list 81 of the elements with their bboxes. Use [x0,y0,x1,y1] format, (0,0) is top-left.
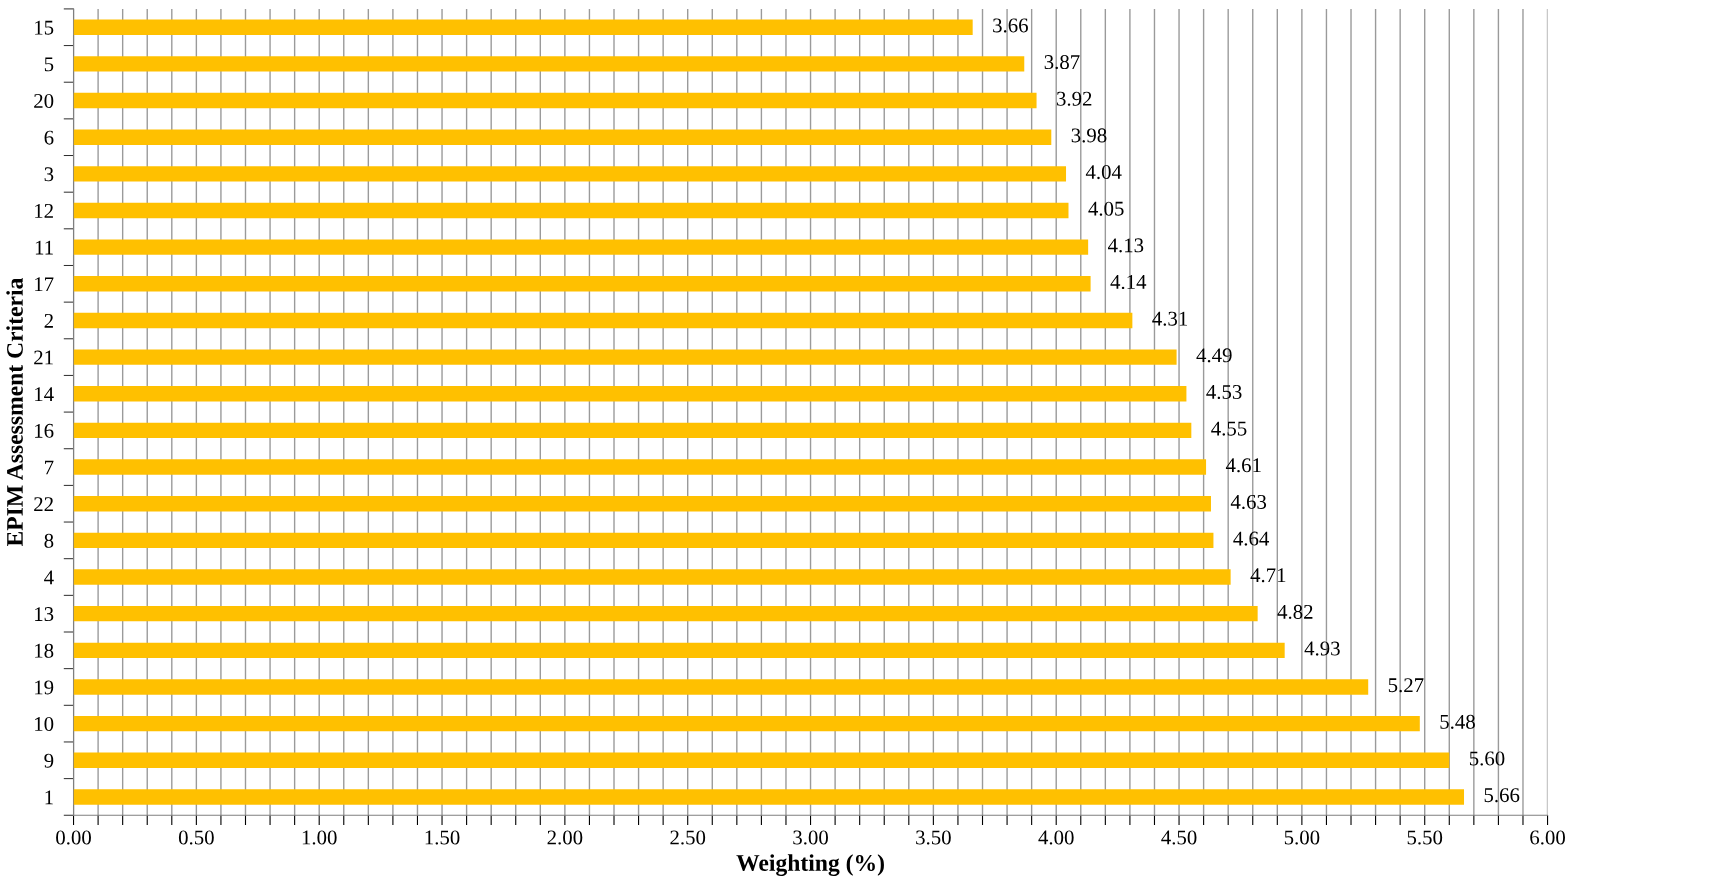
bar [73,532,1214,549]
y-tick-label: 13 [35,607,54,622]
data-label: 4.82 [1277,604,1313,619]
x-tick-label: 2.50 [670,830,706,845]
data-label: 3.98 [1071,128,1107,143]
y-tick-label: 5 [44,57,54,72]
y-tick-label: 16 [35,423,54,438]
bar [73,422,1192,439]
y-tick-label: 3 [44,167,54,182]
data-label: 4.31 [1152,311,1188,326]
bar [73,569,1231,585]
bar [73,19,973,35]
x-tick-label: 0.00 [56,830,91,845]
data-label: 5.60 [1469,751,1505,766]
y-tick-label: 21 [34,350,53,365]
x-tick-label: 1.50 [425,830,460,845]
data-label: 4.53 [1206,384,1242,400]
x-tick-label: 3.50 [916,830,951,845]
bar [73,605,1258,622]
bar [73,386,1187,402]
x-tick-label: 3.00 [793,830,828,845]
y-tick-label: 22 [34,497,53,511]
y-tick-label: 14 [35,387,54,401]
bar [73,459,1207,475]
data-label: 4.64 [1233,531,1270,546]
data-label: 4.14 [1110,275,1147,290]
data-label: 3.92 [1057,91,1092,106]
data-label: 3.87 [1044,55,1080,70]
bar [73,129,1052,145]
data-label: 4.13 [1108,238,1144,253]
y-tick-label: 9 [44,753,54,768]
x-tick-label: 5.00 [1284,830,1320,845]
y-tick-label: 4 [44,570,54,585]
bar [73,56,1025,72]
y-tick-label: 7 [45,460,54,475]
bar [73,679,1369,695]
y-tick-label: 11 [35,240,53,255]
bar [73,92,1037,109]
y-tick-label: 15 [35,20,54,35]
data-label: 3.66 [993,18,1028,33]
data-label: 4.93 [1304,641,1340,656]
y-tick-label: 18 [35,643,54,658]
data-label: 5.27 [1388,678,1424,693]
data-label: 4.61 [1225,458,1261,473]
data-label: 4.05 [1088,201,1124,216]
bar [73,239,1089,255]
bar [73,789,1465,805]
x-tick-label: 4.50 [1161,830,1197,845]
x-tick-label: 0.50 [178,830,214,845]
bar [73,166,1067,182]
data-label: 5.66 [1484,788,1520,803]
bar [73,642,1285,659]
x-tick-label: 2.00 [547,830,583,845]
y-tick-label: 17 [35,277,54,292]
bar [73,752,1450,768]
x-tick-label: 4.00 [1038,830,1074,845]
y-tick-label: 19 [35,680,54,695]
y-axis-title: EPIM Assessment Criteria [6,278,23,547]
y-tick-label: 2 [44,313,53,328]
y-tick-label: 10 [35,717,54,732]
y-tick-label: 12 [35,203,53,218]
bar [73,312,1133,329]
y-tick-label: 20 [34,93,54,108]
x-tick-label: 1.00 [302,830,337,845]
data-label: 4.55 [1211,421,1247,436]
data-label: 4.71 [1250,568,1286,583]
data-label: 5.48 [1440,714,1475,729]
bar [73,276,1091,292]
x-tick-label: 6.00 [1530,830,1565,845]
bar [73,202,1069,219]
data-label: 4.63 [1230,494,1267,510]
bar [73,715,1420,732]
y-tick-label: 8 [44,533,54,548]
bar [73,496,1211,512]
x-tick-label: 5.50 [1407,830,1443,845]
y-tick-label: 6 [44,130,54,145]
x-axis-title: Weighting (%) [736,854,884,876]
y-tick-label: 1 [45,790,53,805]
data-label: 4.49 [1196,348,1232,363]
data-label: 4.04 [1085,165,1122,180]
bar [73,349,1177,365]
